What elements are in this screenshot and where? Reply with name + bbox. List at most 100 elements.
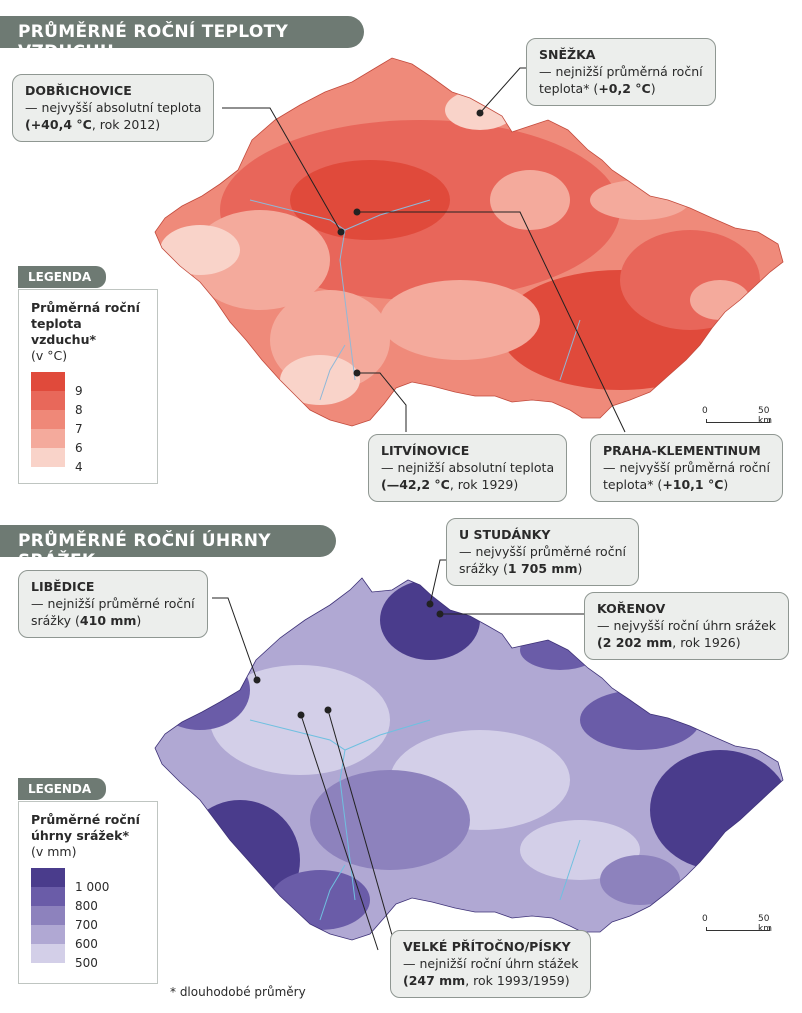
legend-item: 800 [31,887,147,912]
callout-desc: — nejnižší průměrné roční [31,596,195,611]
callout-place: DOBŘICHOVICE [25,83,132,98]
temperature-scale-bar: 0 50 km [702,406,782,426]
scale-start: 0 [702,406,708,416]
legend-swatch [31,906,65,925]
callout-value: srážky (1 705 mm) [459,561,583,576]
callout-desc: — nejnižší absolutní teplota [381,460,555,475]
callout-klementinum: PRAHA-KLEMENTINUM — nejvyšší průměrná ro… [590,434,783,502]
callout-place: PRAHA-KLEMENTINUM [603,443,761,458]
callout-dobrichovice: DOBŘICHOVICE — nejvyšší absolutní teplot… [12,74,215,142]
callout-place: SNĚŽKA [539,47,596,62]
temperature-map-title: PRŮMĚRNÉ ROČNÍ TEPLOTY VZDUCHU [0,16,364,62]
u-studanky-marker [426,600,434,608]
legend-unit: (v mm) [31,844,77,859]
legend-swatch [31,448,65,467]
scale-line [706,927,770,931]
korenov-marker [436,610,444,618]
legend-label: 500 [75,956,98,970]
legend-title: teplota vzduchu* [31,316,97,347]
callout-libedice: LIBĚDICE — nejnižší průměrné roční srážk… [18,570,208,638]
precipitation-leader-lines [212,559,585,951]
temperature-country-border [154,57,784,427]
callout-desc: — nejvyšší průměrná roční [603,460,770,475]
libedice-marker [253,676,261,684]
precipitation-country-border [154,577,784,941]
legend-item: 700 [31,906,147,931]
legend-item: 1 000 [31,868,147,893]
klementinum-marker [353,208,361,216]
legend-item: 9 [31,372,147,397]
legend-title: Průměrná roční [31,300,140,315]
callout-place: LIBĚDICE [31,579,95,594]
legend-unit: (v °C) [31,348,68,363]
legend-label: 6 [75,441,83,455]
callout-place: VELKÉ PŘÍTOČNO/PÍSKY [403,939,571,954]
callout-desc: — nejnižší průměrná roční [539,64,703,79]
callout-value: (2 202 mm, rok 1926) [597,635,741,650]
legend-scale: 1 000 800 700 600 500 [31,868,147,969]
precipitation-map-title: PRŮMĚRNÉ ROČNÍ ÚHRNY SRÁŽEK [0,525,336,571]
pisky-marker [324,706,332,714]
legend-item: 8 [31,391,147,416]
legend-item: 600 [31,925,147,950]
callout-desc: — nejvyšší průměrné roční [459,544,626,559]
legend-title: úhrny srážek* [31,828,130,843]
precipitation-location-markers [253,600,444,719]
scale-start: 0 [702,914,708,924]
legend-label: 800 [75,899,98,913]
callout-value: (—42,2 °C, rok 1929) [381,477,519,492]
callout-value: (247 mm, rok 1993/1959) [403,973,570,988]
callout-desc: — nejnižší roční úhrn stážek [403,956,579,971]
legend-item: 500 [31,944,147,969]
callout-value: (+40,4 °C, rok 2012) [25,117,161,132]
legend-label: 7 [75,422,83,436]
legend-swatch [31,925,65,944]
scale-end: 50 km [758,406,772,426]
legend-label: 9 [75,384,83,398]
precipitation-legend-tab: LEGENDA [18,778,106,800]
footnote: * dlouhodobé průměry [170,985,306,999]
scale-end: 50 km [758,914,772,934]
precipitation-scale-bar: 0 50 km [702,914,782,934]
legend-title: Průměrné roční [31,812,140,827]
legend-swatch [31,887,65,906]
precipitation-legend: Průměrné roční úhrny srážek* (v mm) 1 00… [18,801,158,984]
legend-label: 8 [75,403,83,417]
legend-swatch [31,372,65,391]
callout-u-studanky: U STUDÁNKY — nejvyšší průměrné roční srá… [446,518,639,586]
legend-label: 600 [75,937,98,951]
legend-swatch [31,868,65,887]
callout-place: KOŘENOV [597,601,666,616]
legend-item: 4 [31,448,147,473]
callout-korenov: KOŘENOV — nejvyšší roční úhrn srážek (2 … [584,592,790,660]
callout-place: LITVÍNOVICE [381,443,470,458]
callout-snezka: SNĚŽKA — nejnižší průměrná roční teplota… [526,38,716,106]
litvinovice-marker [353,369,361,377]
legend-item: 6 [31,429,147,454]
velke-pritocno-marker [297,711,305,719]
temperature-map [154,57,784,433]
callout-value: teplota* (+0,2 °C) [539,81,656,96]
legend-swatch [31,944,65,963]
callout-desc: — nejvyšší roční úhrn srážek [597,618,777,633]
scale-line [706,419,770,423]
legend-swatch [31,391,65,410]
temperature-legend: Průměrná roční teplota vzduchu* (v °C) 9… [18,289,158,484]
legend-label: 1 000 [75,880,110,894]
temperature-leader-lines [222,67,626,433]
legend-swatch [31,410,65,429]
temperature-legend-tab: LEGENDA [18,266,106,288]
legend-swatch [31,429,65,448]
legend-scale: 9 8 7 6 4 [31,372,147,473]
dobrichovice-marker [337,228,345,236]
legend-label: 4 [75,460,83,474]
callout-velke-pritocno: VELKÉ PŘÍTOČNO/PÍSKY — nejnižší roční úh… [390,930,592,998]
callout-value: teplota* (+10,1 °C) [603,477,729,492]
callout-litvinovice: LITVÍNOVICE — nejnižší absolutní teplota… [368,434,568,502]
legend-label: 700 [75,918,98,932]
callout-place: U STUDÁNKY [459,527,551,542]
snezka-marker [476,109,484,117]
legend-item: 7 [31,410,147,435]
temperature-location-markers [337,109,484,377]
